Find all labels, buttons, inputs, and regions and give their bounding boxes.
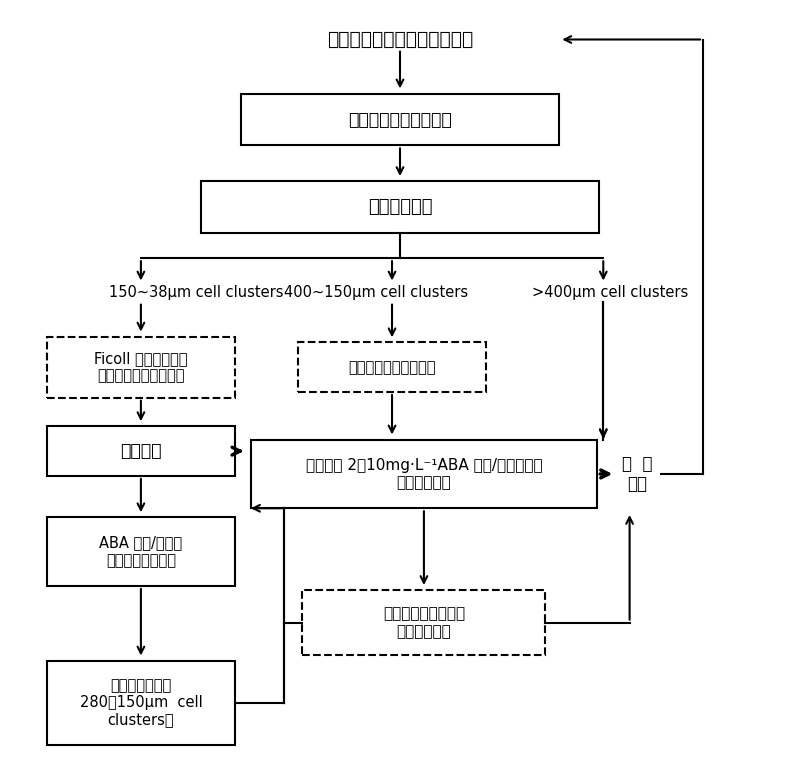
Bar xyxy=(47,517,234,586)
Bar xyxy=(241,93,559,145)
Text: 400~150μm cell clusters: 400~150μm cell clusters xyxy=(285,285,469,300)
Text: 体  胚
萌发: 体 胚 萌发 xyxy=(622,454,652,493)
Bar xyxy=(302,591,546,655)
Text: Ficoll 密度梯度离心
（或多次冲洗后离心）: Ficoll 密度梯度离心 （或多次冲洗后离心） xyxy=(94,351,188,383)
Bar xyxy=(201,181,599,233)
Bar xyxy=(47,337,234,398)
Bar xyxy=(298,343,486,392)
Text: ABA 调节/渗透压
调节（液体培养）: ABA 调节/渗透压 调节（液体培养） xyxy=(99,536,182,568)
Bar xyxy=(47,661,234,744)
Text: 二次过筛（收集
280～150μm  cell
clusters）: 二次过筛（收集 280～150μm cell clusters） xyxy=(79,678,202,728)
Text: 滤纸支撑 2～10mg·L⁻¹ABA 调节/渗透压调节
（固体培养）: 滤纸支撑 2～10mg·L⁻¹ABA 调节/渗透压调节 （固体培养） xyxy=(306,457,542,490)
Text: 激素调节（液体培养）: 激素调节（液体培养） xyxy=(348,110,452,129)
Text: >400μm cell clusters: >400μm cell clusters xyxy=(531,285,688,300)
Text: 过筛分级分选: 过筛分级分选 xyxy=(368,198,432,216)
Text: 二次培养（液体培养）: 二次培养（液体培养） xyxy=(348,360,436,375)
Bar xyxy=(250,440,598,508)
Text: 冷藏或营养饥饿处理
（固体培养）: 冷藏或营养饥饿处理 （固体培养） xyxy=(383,607,465,639)
Text: 调整密度: 调整密度 xyxy=(120,442,162,460)
Bar xyxy=(47,426,234,476)
Text: 150~38μm cell clusters: 150~38μm cell clusters xyxy=(109,285,283,300)
Text: 杂交鹅掌楸胚性愈伤悬浮细胞: 杂交鹅掌楸胚性愈伤悬浮细胞 xyxy=(327,30,473,49)
